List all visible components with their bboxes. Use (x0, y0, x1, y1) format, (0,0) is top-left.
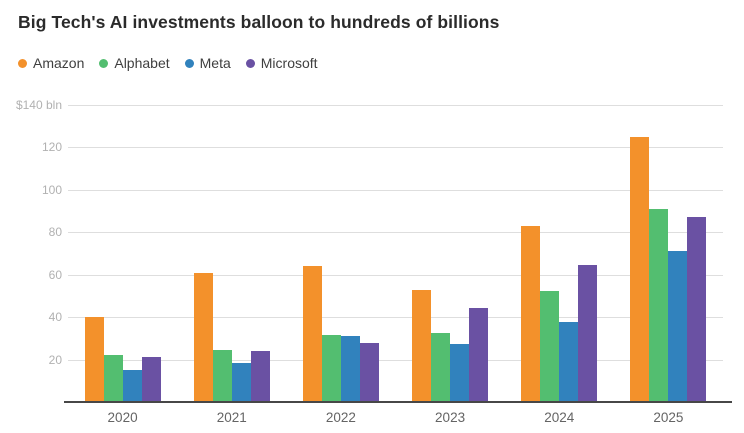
legend-label: Amazon (33, 55, 85, 71)
x-axis-line (64, 401, 732, 403)
bar-alphabet-2023 (431, 333, 451, 402)
y-axis-tick-label: $140 bln (15, 98, 62, 112)
x-axis-tick-label: 2025 (653, 410, 684, 425)
bar-alphabet-2024 (540, 290, 560, 402)
y-axis-tick-label: 100 (41, 182, 62, 197)
bar-amazon-2021 (193, 272, 213, 402)
bar-alphabet-2025 (649, 208, 669, 402)
bar-alphabet-2022 (321, 335, 341, 402)
gridline-140 (68, 105, 723, 106)
bar-amazon-2025 (630, 136, 650, 402)
chart-title: Big Tech's AI investments balloon to hun… (18, 12, 500, 32)
legend-label: Meta (199, 55, 231, 71)
bar-alphabet-2021 (212, 350, 232, 402)
gridline-20 (68, 359, 723, 361)
x-axis-tick-label: 2024 (544, 410, 575, 425)
legend-dot-icon (18, 58, 27, 68)
bar-amazon-2023 (412, 289, 432, 402)
bar-amazon-2022 (302, 266, 322, 402)
legend: Amazon Alphabet Meta Microsoft (18, 55, 318, 71)
legend-label: Alphabet (114, 55, 170, 71)
legend-item-meta: Meta (184, 55, 231, 71)
x-axis-tick-label: 2020 (107, 410, 138, 425)
gridline-40 (68, 317, 723, 319)
bar-microsoft-2025 (687, 217, 707, 402)
gridline-120 (68, 147, 723, 149)
bar-microsoft-2024 (578, 265, 598, 402)
bar-alphabet-2020 (103, 355, 123, 402)
legend-dot-icon (99, 58, 109, 68)
legend-item-microsoft: Microsoft (245, 55, 318, 71)
bar-meta-2023 (450, 343, 470, 402)
bar-meta-2024 (559, 322, 579, 402)
legend-dot-icon (245, 58, 255, 68)
bar-meta-2025 (668, 251, 688, 402)
x-axis-tick-label: 2021 (216, 410, 247, 425)
bar-microsoft-2023 (469, 307, 489, 402)
y-axis-tick-label: 20 (48, 352, 62, 367)
bar-amazon-2020 (84, 317, 104, 402)
legend-dot-icon (184, 58, 194, 68)
legend-label: Microsoft (260, 55, 318, 71)
x-axis-tick-label: 2023 (435, 410, 466, 425)
y-axis-tick-label: 80 (48, 225, 62, 240)
legend-item-alphabet: Alphabet (99, 55, 170, 71)
gridline-100 (68, 189, 723, 191)
y-axis-tick-label: 60 (48, 267, 62, 282)
gridline-80 (68, 232, 723, 234)
y-axis-tick-label: 40 (48, 310, 62, 325)
bar-amazon-2024 (521, 225, 541, 402)
bar-microsoft-2022 (359, 342, 379, 402)
bar-meta-2020 (122, 370, 142, 402)
legend-item-amazon: Amazon (18, 55, 84, 71)
x-axis-tick-label: 2022 (325, 410, 356, 425)
gridline-60 (68, 274, 723, 276)
bar-microsoft-2020 (141, 357, 161, 402)
bar-meta-2021 (231, 362, 251, 402)
bar-meta-2022 (340, 336, 360, 402)
y-axis-tick-label: 120 (41, 140, 62, 155)
bar-microsoft-2021 (250, 351, 270, 402)
